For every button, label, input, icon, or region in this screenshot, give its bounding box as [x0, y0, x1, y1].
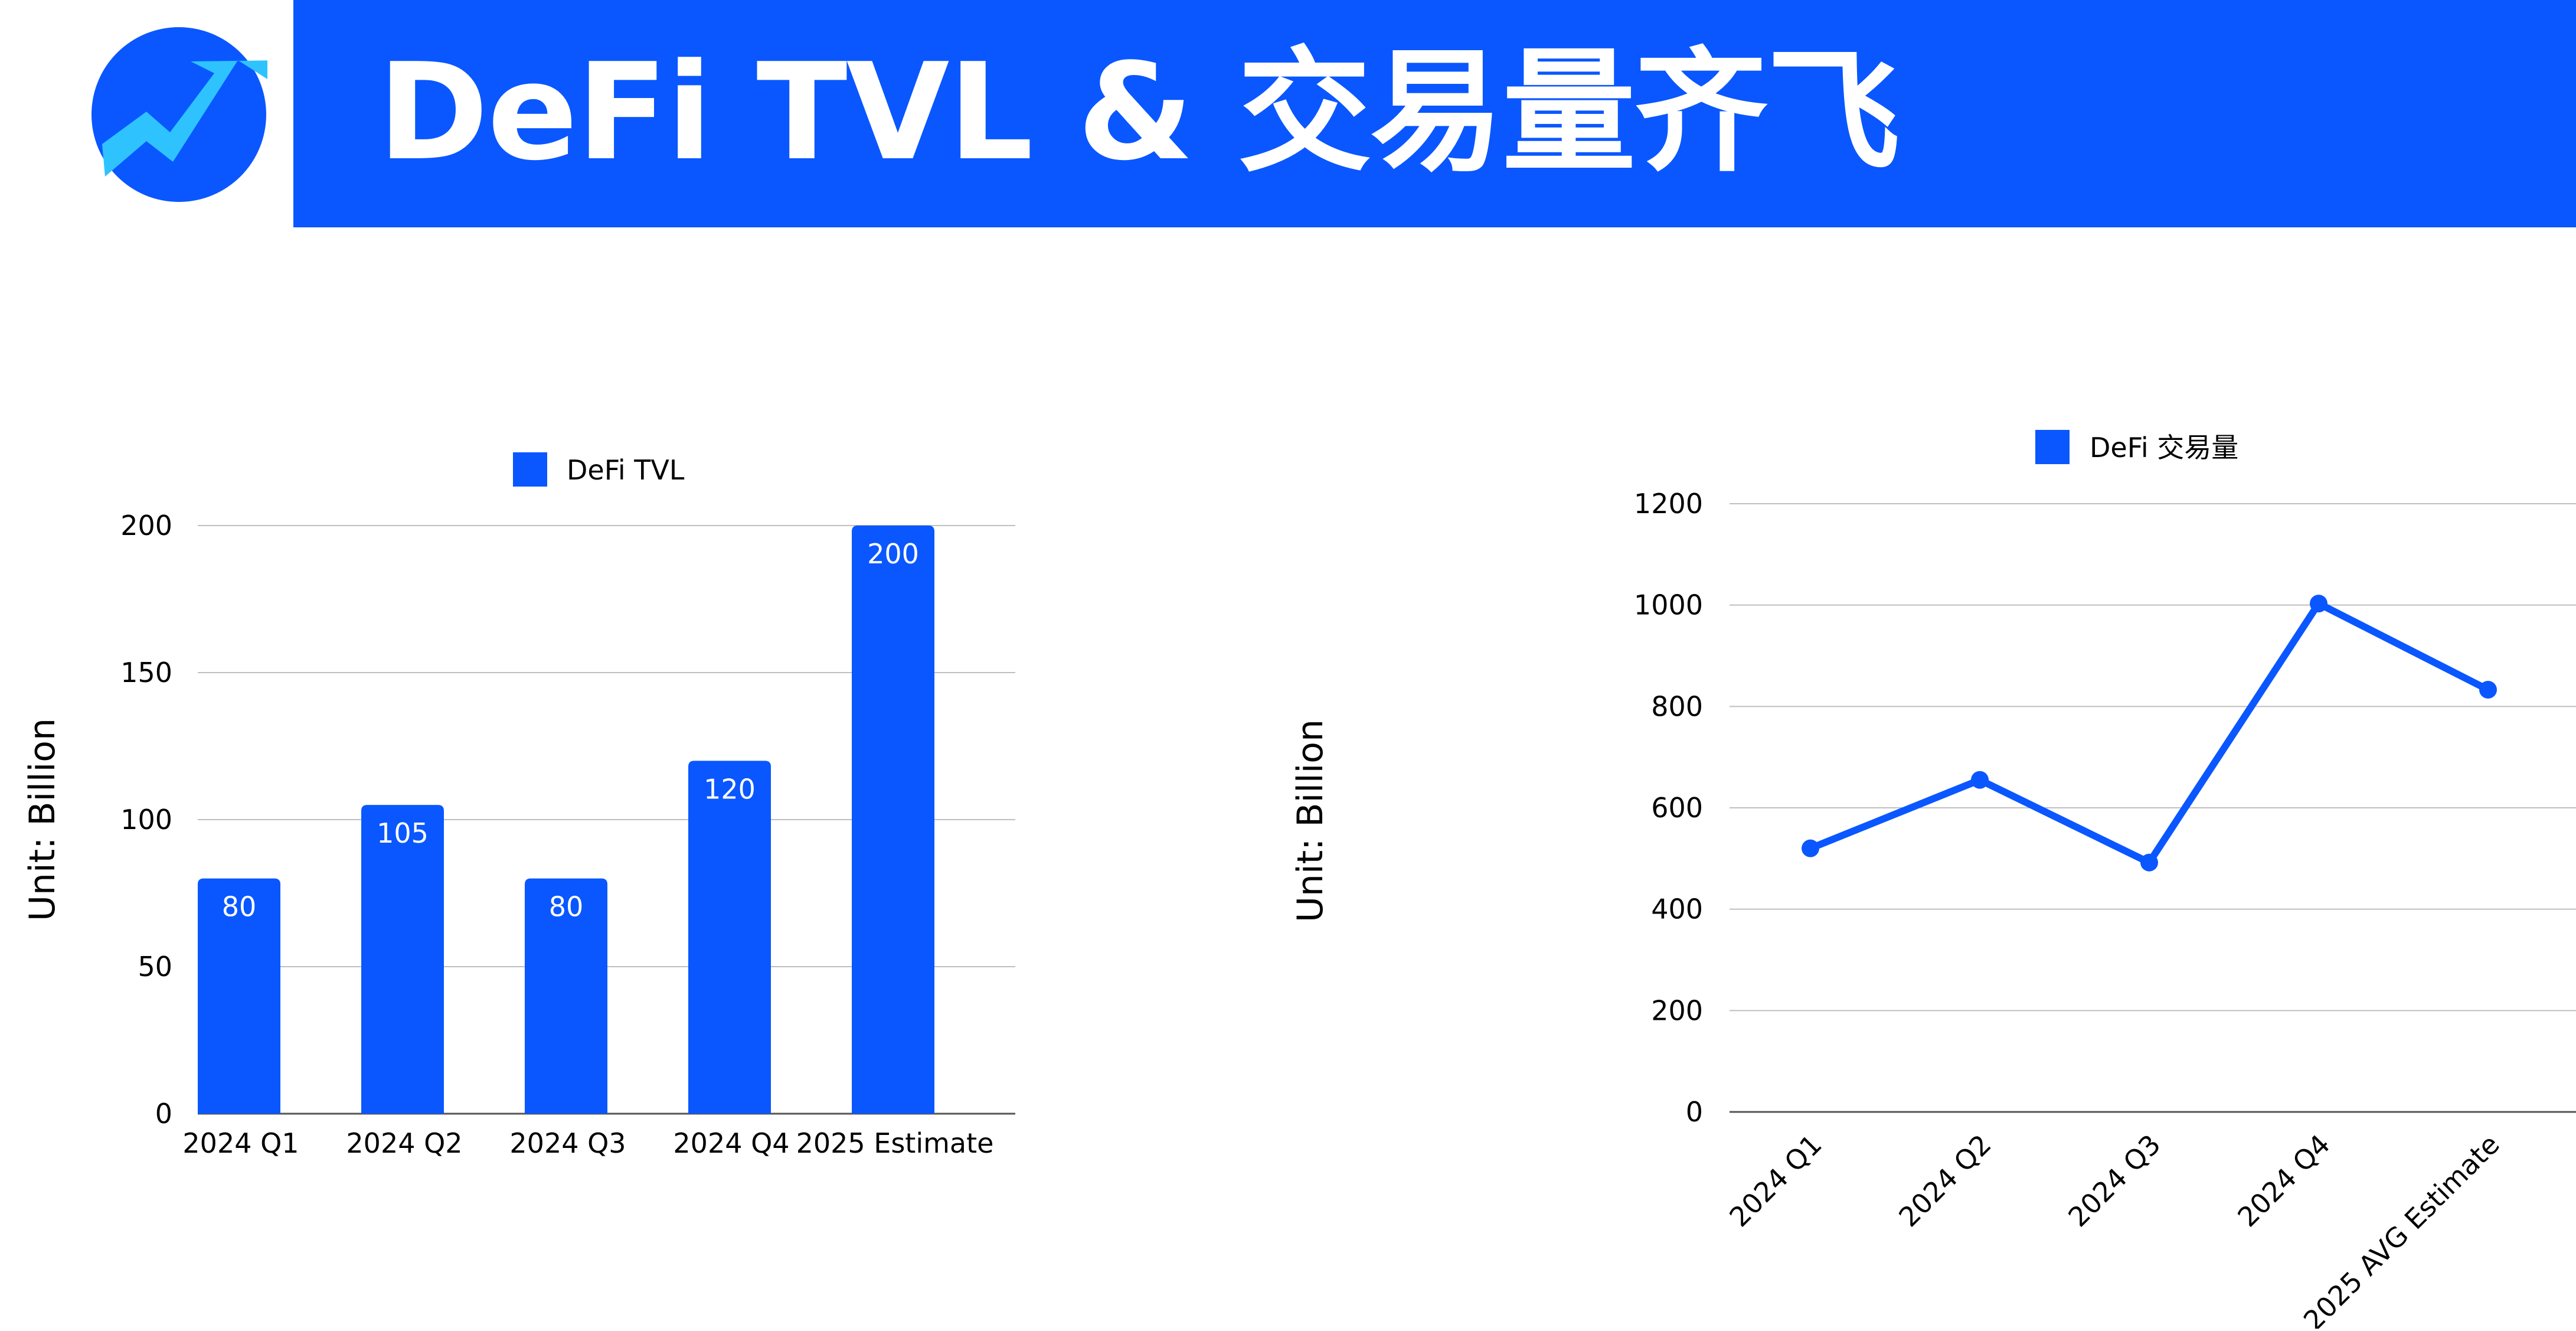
y-tick-label: 50: [138, 951, 172, 983]
data-label: 80: [549, 891, 584, 923]
data-label: 200: [867, 538, 919, 570]
trend-up-icon: [91, 27, 267, 202]
x-tick-label: 2025 Estimate: [796, 1127, 994, 1159]
y-tick-label: 200: [120, 510, 172, 541]
data-point: [1971, 771, 1989, 789]
x-tick-label: 2024 Q3: [509, 1127, 626, 1159]
legend-swatch: [513, 452, 547, 487]
legend-label: DeFi 交易量: [2090, 432, 2238, 464]
bar: [688, 761, 771, 1114]
x-tick-label: 2024 Q4: [2231, 1128, 2336, 1234]
data-point: [1802, 839, 1819, 857]
legend-label: DeFi TVL: [567, 454, 685, 486]
y-tick-label: 800: [1651, 690, 1703, 722]
y-tick-label: 100: [120, 804, 172, 836]
data-label: 120: [704, 773, 756, 805]
data-point: [2310, 595, 2327, 613]
y-tick-label: 150: [120, 657, 172, 689]
page-title: DeFi TVL & 交易量齐飞: [378, 35, 1900, 190]
y-axis-label: Unit: Billion: [22, 718, 63, 921]
logo-circle: [91, 27, 266, 202]
data-label: 80: [222, 891, 257, 923]
x-tick-label: 2024 Q2: [346, 1127, 462, 1159]
x-tick-label: 2024 Q1: [1723, 1128, 1828, 1234]
bar: [198, 878, 280, 1114]
volume-line-chart: 0 200 400 600 800 1000 1200 Unit: Billion DeFi 交…: [1290, 430, 2576, 1329]
y-tick-label: 0: [1686, 1096, 1703, 1128]
x-tick-label: 2024 Q2: [1892, 1128, 1998, 1234]
logo-trend-arrow: [102, 60, 267, 177]
y-tick-label: 400: [1651, 893, 1703, 925]
legend-swatch: [2035, 430, 2070, 464]
y-axis-label: Unit: Billion: [1290, 719, 1331, 922]
y-tick-label: 600: [1651, 792, 1703, 824]
tvl-bar-chart: 0 50 100 150 200 Unit: Billion DeFi TVL 80 2024 …: [22, 452, 1015, 1159]
x-tick-label: 2024 Q4: [673, 1127, 789, 1159]
data-point: [2479, 681, 2497, 699]
y-tick-label: 1200: [1634, 488, 1703, 520]
bar: [525, 878, 607, 1114]
series-line: [1807, 600, 2492, 866]
y-tick-label: 1000: [1634, 589, 1703, 621]
y-tick-label: 200: [1651, 994, 1703, 1026]
bar: [361, 805, 444, 1114]
bar: [852, 526, 934, 1114]
data-point: [2140, 853, 2158, 872]
y-tick-label: 0: [155, 1098, 172, 1130]
header-bar: [293, 0, 2576, 227]
x-tick-label: 2024 Q1: [182, 1127, 299, 1159]
data-label: 105: [377, 817, 429, 849]
x-tick-label: 2024 Q3: [2062, 1128, 2167, 1234]
